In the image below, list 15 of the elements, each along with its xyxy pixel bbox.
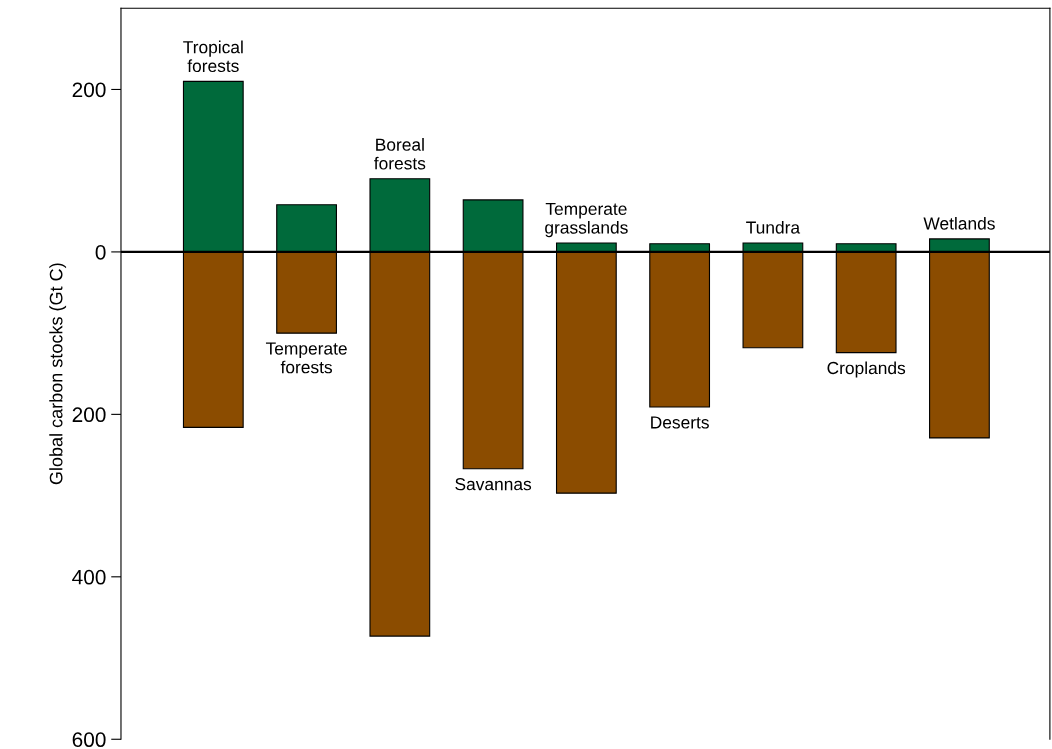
- y-axis-title: Global carbon stocks (Gt C): [49, 263, 67, 485]
- x-tick-label: Deserts: [651, 416, 709, 429]
- x-tick-label: Savannas: [455, 478, 532, 491]
- x-tick-label: Tundra: [746, 220, 801, 234]
- y-tick-label: 200: [72, 82, 106, 98]
- x-tick-label: Boreal forests: [374, 138, 426, 170]
- y-tick-label: 0: [95, 244, 106, 260]
- x-tick-label: Temperate forests: [265, 342, 347, 374]
- x-tick-label: Temperate grasslands: [545, 202, 628, 238]
- y-tick-label: 200: [72, 407, 106, 423]
- x-tick-label: Wetlands: [923, 216, 995, 230]
- y-tick-label: 600: [72, 732, 106, 748]
- x-tick-label: Tropical forests: [183, 40, 243, 73]
- y-tick-label: 400: [72, 569, 106, 585]
- x-tick-label: Croplands: [827, 361, 906, 378]
